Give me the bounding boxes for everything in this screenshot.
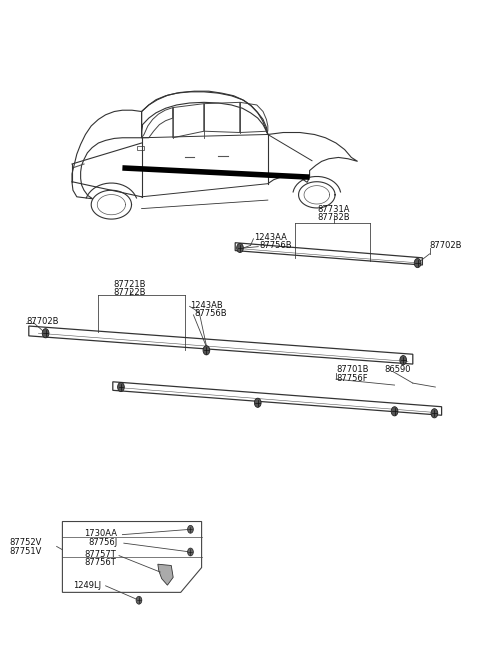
Text: 87752V: 87752V	[10, 538, 42, 547]
Text: 87732B: 87732B	[317, 213, 350, 222]
Circle shape	[414, 258, 421, 268]
Text: 87756F: 87756F	[336, 374, 368, 383]
Text: 87701B: 87701B	[336, 365, 369, 375]
Text: 1249LJ: 1249LJ	[73, 581, 101, 590]
Text: 1730AA: 1730AA	[84, 529, 117, 539]
Text: 87756B: 87756B	[194, 309, 227, 318]
Text: 87757T: 87757T	[84, 550, 116, 559]
Circle shape	[237, 243, 243, 253]
Text: 87722B: 87722B	[113, 288, 146, 297]
Text: 87702B: 87702B	[430, 241, 462, 251]
Polygon shape	[158, 564, 173, 585]
Text: 86590: 86590	[384, 365, 410, 375]
Circle shape	[203, 346, 210, 355]
Text: 1243AA: 1243AA	[254, 233, 287, 242]
Circle shape	[118, 382, 124, 392]
Text: 87756J: 87756J	[89, 538, 118, 547]
Text: 87756T: 87756T	[84, 558, 116, 567]
Circle shape	[391, 407, 398, 416]
Circle shape	[254, 398, 261, 407]
Circle shape	[136, 596, 142, 604]
Circle shape	[188, 548, 193, 556]
Text: 87751V: 87751V	[10, 546, 42, 556]
Text: 87702B: 87702B	[26, 317, 59, 326]
Text: 87756B: 87756B	[259, 241, 292, 250]
Circle shape	[188, 525, 193, 533]
Circle shape	[400, 356, 407, 365]
Circle shape	[42, 329, 49, 338]
Circle shape	[431, 409, 438, 418]
Text: 1243AB: 1243AB	[190, 300, 222, 310]
Text: 87721B: 87721B	[113, 280, 146, 289]
Text: 87731A: 87731A	[317, 205, 350, 215]
